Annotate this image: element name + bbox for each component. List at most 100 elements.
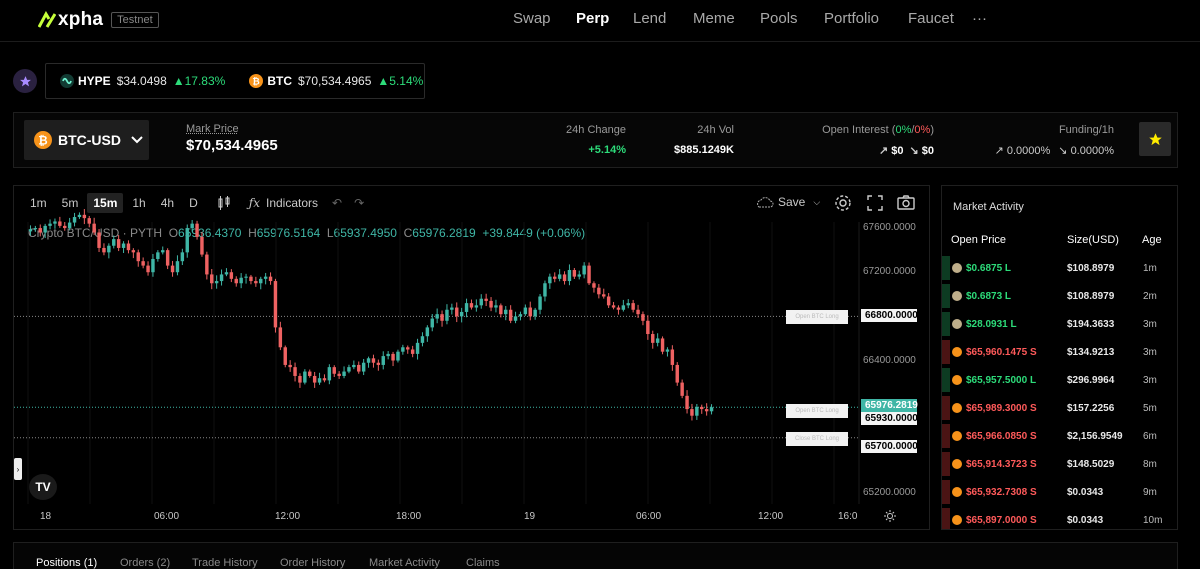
candle: [499, 305, 503, 315]
activity-row[interactable]: $65,989.3000 S $157.2256 5m: [942, 396, 1177, 420]
activity-row[interactable]: $65,966.0850 S $2,156.9549 6m: [942, 424, 1177, 448]
age: 3m: [1143, 319, 1157, 330]
side-bar: [942, 256, 950, 280]
activity-row[interactable]: $65,957.5000 L $296.9964 3m: [942, 368, 1177, 392]
undo-icon[interactable]: ↶: [332, 196, 343, 210]
activity-row[interactable]: $0.6875 L $108.8979 1m: [942, 256, 1177, 280]
price-chart[interactable]: 1m 5m 15m 1h 4h D ƒx Indicators ↶ ↷ Save…: [13, 185, 930, 530]
save-label: Save: [778, 195, 806, 209]
y-tick-label: 65200.0000: [863, 486, 916, 498]
open-price: $65,932.7308 S: [966, 487, 1037, 498]
axis-settings-icon[interactable]: [883, 509, 897, 523]
trend-down-icon: ↘: [1058, 145, 1068, 157]
order-line-label[interactable]: Open BTC Long: [786, 310, 848, 325]
nav-faucet[interactable]: Faucet: [908, 10, 954, 27]
tab-claims[interactable]: Claims: [466, 557, 500, 569]
svg-text:₿: ₿: [38, 134, 47, 148]
candle: [121, 243, 126, 248]
ticker-hype[interactable]: HYPE $34.0498 ▲17.83%: [60, 74, 225, 88]
candle: [293, 367, 297, 376]
tradingview-logo[interactable]: TV: [29, 474, 57, 500]
candle: [278, 327, 283, 348]
candle: [543, 283, 547, 297]
vol-24h: 24h Vol $885.1249K: [664, 124, 734, 156]
oi-short-pct: 0%: [914, 124, 931, 136]
nav-portfolio[interactable]: Portfolio: [824, 10, 880, 27]
tf-d[interactable]: D: [189, 196, 198, 210]
candle: [660, 338, 665, 352]
side-bar: [942, 368, 950, 392]
ticker-change: ▲17.83%: [172, 74, 226, 88]
candle: [504, 309, 508, 315]
candlestick-plot[interactable]: [14, 186, 930, 530]
save-button[interactable]: Save ⌵: [754, 195, 820, 209]
tab-order-history[interactable]: Order History: [280, 557, 346, 569]
tf-1m[interactable]: 1m: [30, 196, 47, 210]
candle: [455, 307, 459, 317]
candle: [308, 371, 312, 376]
tab-positions[interactable]: Positions (1): [36, 557, 98, 569]
candle: [391, 353, 395, 361]
age: 2m: [1143, 291, 1157, 302]
candle: [631, 303, 635, 310]
candle: [332, 367, 336, 374]
oi-short-value: $0: [921, 145, 934, 157]
btc-icon: [952, 487, 962, 497]
candle: [126, 243, 131, 251]
order-line-label[interactable]: Open BTC Long: [786, 404, 848, 419]
indicators-button[interactable]: ƒx Indicators: [249, 196, 318, 210]
activity-row[interactable]: $0.6873 L $108.8979 2m: [942, 284, 1177, 308]
side-bar: [942, 508, 950, 529]
candle: [141, 261, 145, 266]
candle: [606, 296, 611, 306]
favorites-button[interactable]: [13, 69, 37, 93]
candle: [263, 276, 268, 279]
nav-more-icon[interactable]: ···: [972, 10, 987, 27]
candle: [97, 232, 101, 248]
activity-row[interactable]: $28.0931 L $194.3633 3m: [942, 312, 1177, 336]
chevron-right-icon[interactable]: ›: [14, 458, 22, 480]
candle: [651, 334, 655, 343]
tab-orders[interactable]: Orders (2): [120, 557, 171, 569]
nav-pools[interactable]: Pools: [760, 10, 798, 27]
tf-15m[interactable]: 15m: [87, 193, 124, 213]
candle: [224, 272, 229, 275]
x-tick-label: 19: [524, 511, 536, 522]
nav-perp[interactable]: Perp: [576, 10, 610, 27]
activity-row[interactable]: $65,897.0000 S $0.0343 10m: [942, 508, 1177, 529]
candle: [646, 320, 650, 335]
candle: [200, 236, 204, 255]
candle: [597, 287, 601, 295]
pair-name: BTC-USD: [58, 132, 121, 148]
tf-1h[interactable]: 1h: [132, 196, 146, 210]
candle-type-icon[interactable]: [217, 195, 231, 211]
tf-4h[interactable]: 4h: [160, 196, 175, 210]
settings-gear-icon[interactable]: [834, 194, 852, 212]
activity-row[interactable]: $65,932.7308 S $0.0343 9m: [942, 480, 1177, 504]
favorite-market-button[interactable]: [1139, 122, 1171, 156]
nav-swap[interactable]: Swap: [513, 10, 551, 27]
logo[interactable]: xpha Testnet: [38, 9, 159, 31]
candle: [205, 254, 209, 275]
order-line-label[interactable]: Close BTC Long: [786, 431, 848, 446]
pair-selector[interactable]: ₿ BTC-USD: [24, 120, 149, 160]
tf-5m[interactable]: 5m: [61, 196, 79, 210]
redo-icon[interactable]: ↷: [354, 196, 365, 210]
candle: [298, 375, 302, 383]
nav-lend[interactable]: Lend: [633, 10, 667, 27]
candle: [538, 296, 542, 310]
ticker-btc[interactable]: ₿ BTC $70,534.4965 ▲5.14%: [249, 74, 423, 88]
nav-meme[interactable]: Meme: [693, 10, 735, 27]
tab-market-activity[interactable]: Market Activity: [369, 557, 440, 569]
activity-row[interactable]: $65,960.1475 S $134.9213 3m: [942, 340, 1177, 364]
side-bar: [942, 480, 950, 504]
camera-icon[interactable]: [897, 194, 915, 212]
size: $0.0343: [1067, 515, 1104, 526]
fullscreen-icon[interactable]: [866, 194, 884, 212]
candle: [366, 358, 371, 363]
activity-row[interactable]: $65,914.3723 S $148.5029 8m: [942, 452, 1177, 476]
x-tick-label: 12:00: [758, 511, 784, 522]
candle: [528, 307, 532, 317]
candle: [249, 276, 253, 282]
tab-trade-history[interactable]: Trade History: [192, 557, 258, 569]
